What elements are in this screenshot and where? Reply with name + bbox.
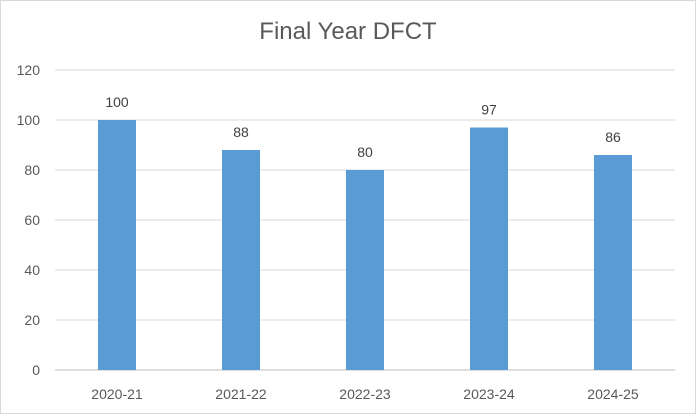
- x-tick-label: 2020-21: [91, 386, 143, 402]
- data-label: 88: [233, 124, 249, 140]
- bar-2023-24: [470, 127, 508, 370]
- data-labels: 100 88 80 97 86: [105, 94, 621, 160]
- y-tick-label: 0: [32, 362, 40, 378]
- bar-2022-23: [346, 170, 384, 370]
- bars: [98, 120, 632, 370]
- x-axis-ticks: 2020-21 2021-22 2022-23 2023-24 2024-25: [91, 386, 639, 402]
- bar-2020-21: [98, 120, 136, 370]
- data-label: 86: [605, 129, 621, 145]
- y-tick-label: 80: [24, 162, 40, 178]
- x-tick-label: 2022-23: [339, 386, 391, 402]
- y-axis-ticks: 0 20 40 60 80 100 120: [17, 62, 41, 378]
- y-tick-label: 100: [17, 112, 41, 128]
- y-tick-label: 60: [24, 212, 40, 228]
- x-tick-label: 2021-22: [215, 386, 267, 402]
- data-label: 97: [481, 102, 497, 118]
- bar-2021-22: [222, 150, 260, 370]
- y-tick-label: 20: [24, 312, 40, 328]
- x-tick-label: 2024-25: [587, 386, 639, 402]
- chart-title: Final Year DFCT: [259, 18, 437, 45]
- x-tick-label: 2023-24: [463, 386, 515, 402]
- bar-2024-25: [594, 155, 632, 370]
- y-tick-label: 120: [17, 62, 41, 78]
- data-label: 80: [357, 144, 373, 160]
- data-label: 100: [105, 94, 129, 110]
- y-tick-label: 40: [24, 262, 40, 278]
